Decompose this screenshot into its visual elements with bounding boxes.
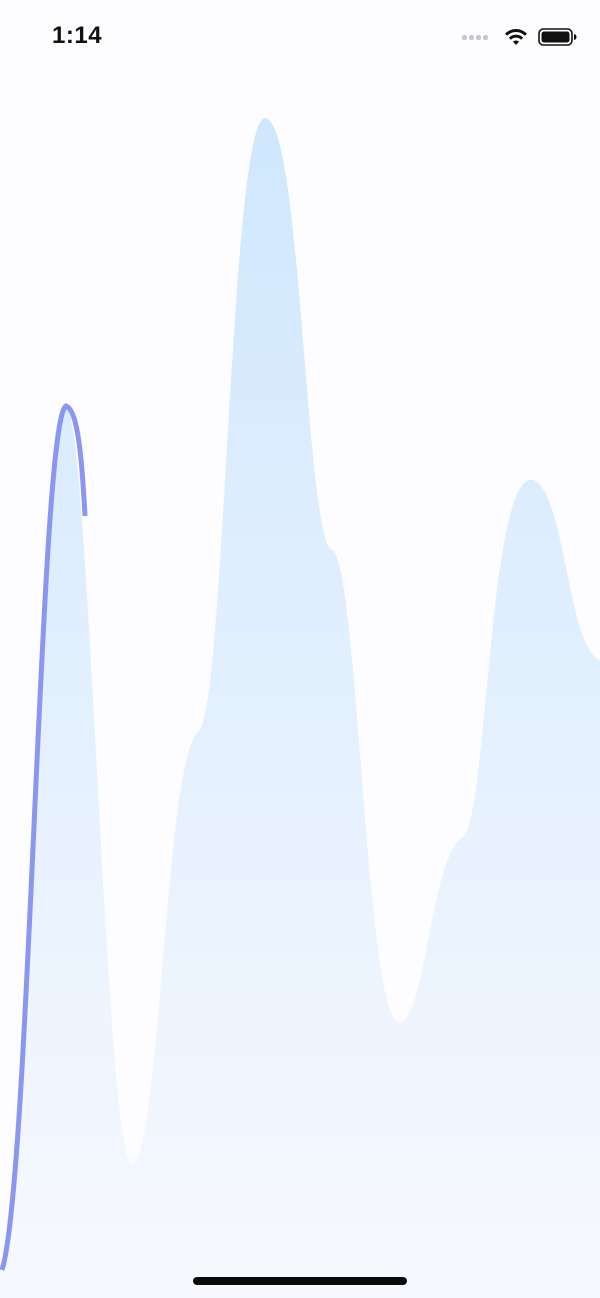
status-icons bbox=[462, 24, 578, 50]
battery-icon bbox=[538, 28, 577, 46]
wifi-icon bbox=[505, 29, 527, 45]
progress-line bbox=[0, 403, 88, 1271]
cellular-signal-icon bbox=[462, 34, 490, 40]
status-bar: 1:14 bbox=[0, 0, 600, 76]
status-time: 1:14 bbox=[52, 22, 103, 49]
home-indicator[interactable] bbox=[193, 1277, 407, 1285]
wave-area bbox=[0, 118, 600, 1298]
